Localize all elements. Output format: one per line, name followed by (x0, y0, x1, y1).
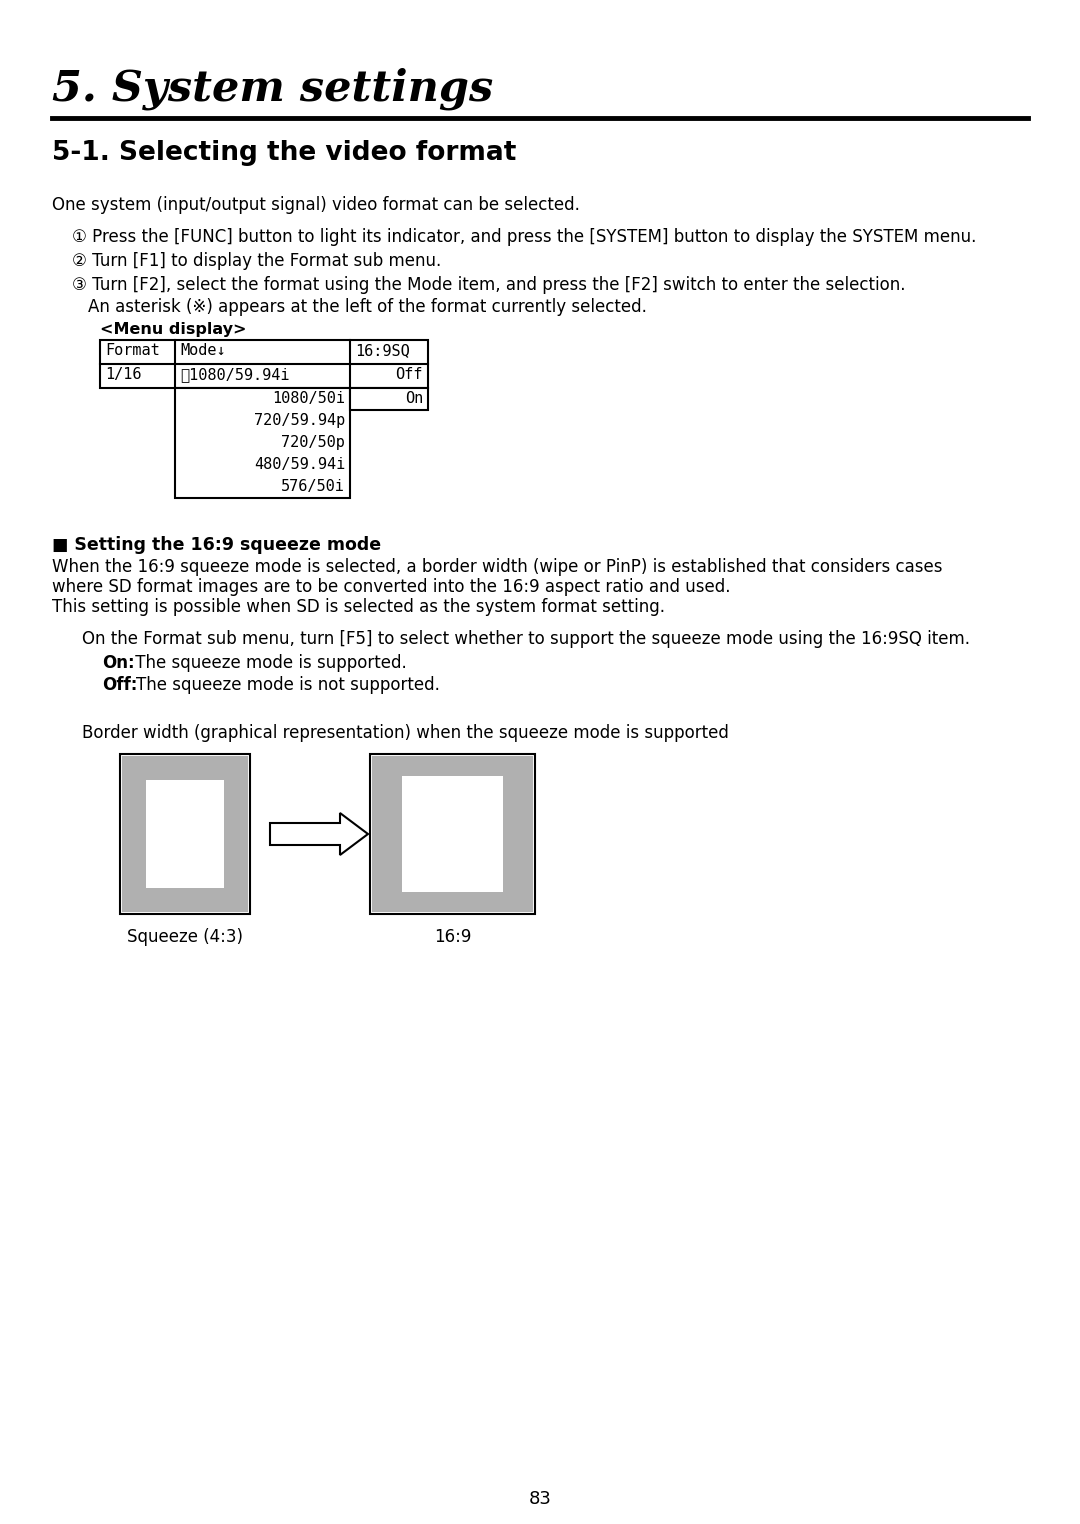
Text: Mode↓: Mode↓ (180, 343, 226, 358)
Text: 83: 83 (528, 1490, 552, 1509)
Text: One system (input/output signal) video format can be selected.: One system (input/output signal) video f… (52, 197, 580, 213)
Text: where SD format images are to be converted into the 16:9 aspect ratio and used.: where SD format images are to be convert… (52, 578, 730, 596)
Text: Format: Format (105, 343, 160, 358)
Text: 16:9: 16:9 (434, 928, 471, 946)
Bar (402, 776, 503, 892)
Text: This setting is possible when SD is selected as the system format setting.: This setting is possible when SD is sele… (52, 597, 665, 616)
Text: ① Press the [FUNC] button to light its indicator, and press the [SYSTEM] button : ① Press the [FUNC] button to light its i… (72, 229, 976, 245)
Text: 1/16: 1/16 (105, 367, 141, 383)
Text: 720/59.94p: 720/59.94p (254, 413, 345, 428)
Text: Squeeze (4:3): Squeeze (4:3) (127, 928, 243, 946)
Text: On: On (405, 392, 423, 405)
FancyArrow shape (270, 812, 368, 855)
Bar (175, 389, 350, 498)
Bar (100, 340, 428, 389)
Text: ③ Turn [F2], select the format using the Mode item, and press the [F2] switch to: ③ Turn [F2], select the format using the… (72, 276, 905, 294)
Bar (122, 756, 248, 911)
Text: The squeeze mode is not supported.: The squeeze mode is not supported. (136, 677, 440, 693)
Text: Off:: Off: (102, 677, 137, 693)
Text: Border width (graphical representation) when the squeeze mode is supported: Border width (graphical representation) … (82, 724, 729, 742)
Text: Off: Off (395, 367, 423, 383)
Text: 480/59.94i: 480/59.94i (254, 457, 345, 472)
Text: 16:9SQ: 16:9SQ (355, 343, 409, 358)
Text: <Menu display>: <Menu display> (100, 322, 246, 337)
Bar (370, 754, 535, 914)
Text: On:: On: (102, 654, 135, 672)
Bar (372, 756, 534, 911)
Bar (120, 754, 249, 914)
Text: ② Turn [F1] to display the Format sub menu.: ② Turn [F1] to display the Format sub me… (72, 251, 442, 270)
Text: When the 16:9 squeeze mode is selected, a border width (wipe or PinP) is establi: When the 16:9 squeeze mode is selected, … (52, 558, 943, 576)
Text: An asterisk (※) appears at the left of the format currently selected.: An asterisk (※) appears at the left of t… (87, 299, 647, 315)
Text: 720/50p: 720/50p (281, 434, 345, 450)
Text: On the Format sub menu, turn [F5] to select whether to support the squeeze mode : On the Format sub menu, turn [F5] to sel… (82, 629, 970, 648)
Text: ■ Setting the 16:9 squeeze mode: ■ Setting the 16:9 squeeze mode (52, 536, 381, 555)
Text: 1080/50i: 1080/50i (272, 392, 345, 405)
Bar (350, 389, 428, 410)
Text: The squeeze mode is supported.: The squeeze mode is supported. (130, 654, 407, 672)
Text: 5-1. Selecting the video format: 5-1. Selecting the video format (52, 140, 516, 166)
Text: 5. System settings: 5. System settings (52, 69, 494, 111)
Bar (146, 780, 224, 888)
Text: ※1080/59.94i: ※1080/59.94i (180, 367, 289, 383)
Text: 576/50i: 576/50i (281, 479, 345, 494)
